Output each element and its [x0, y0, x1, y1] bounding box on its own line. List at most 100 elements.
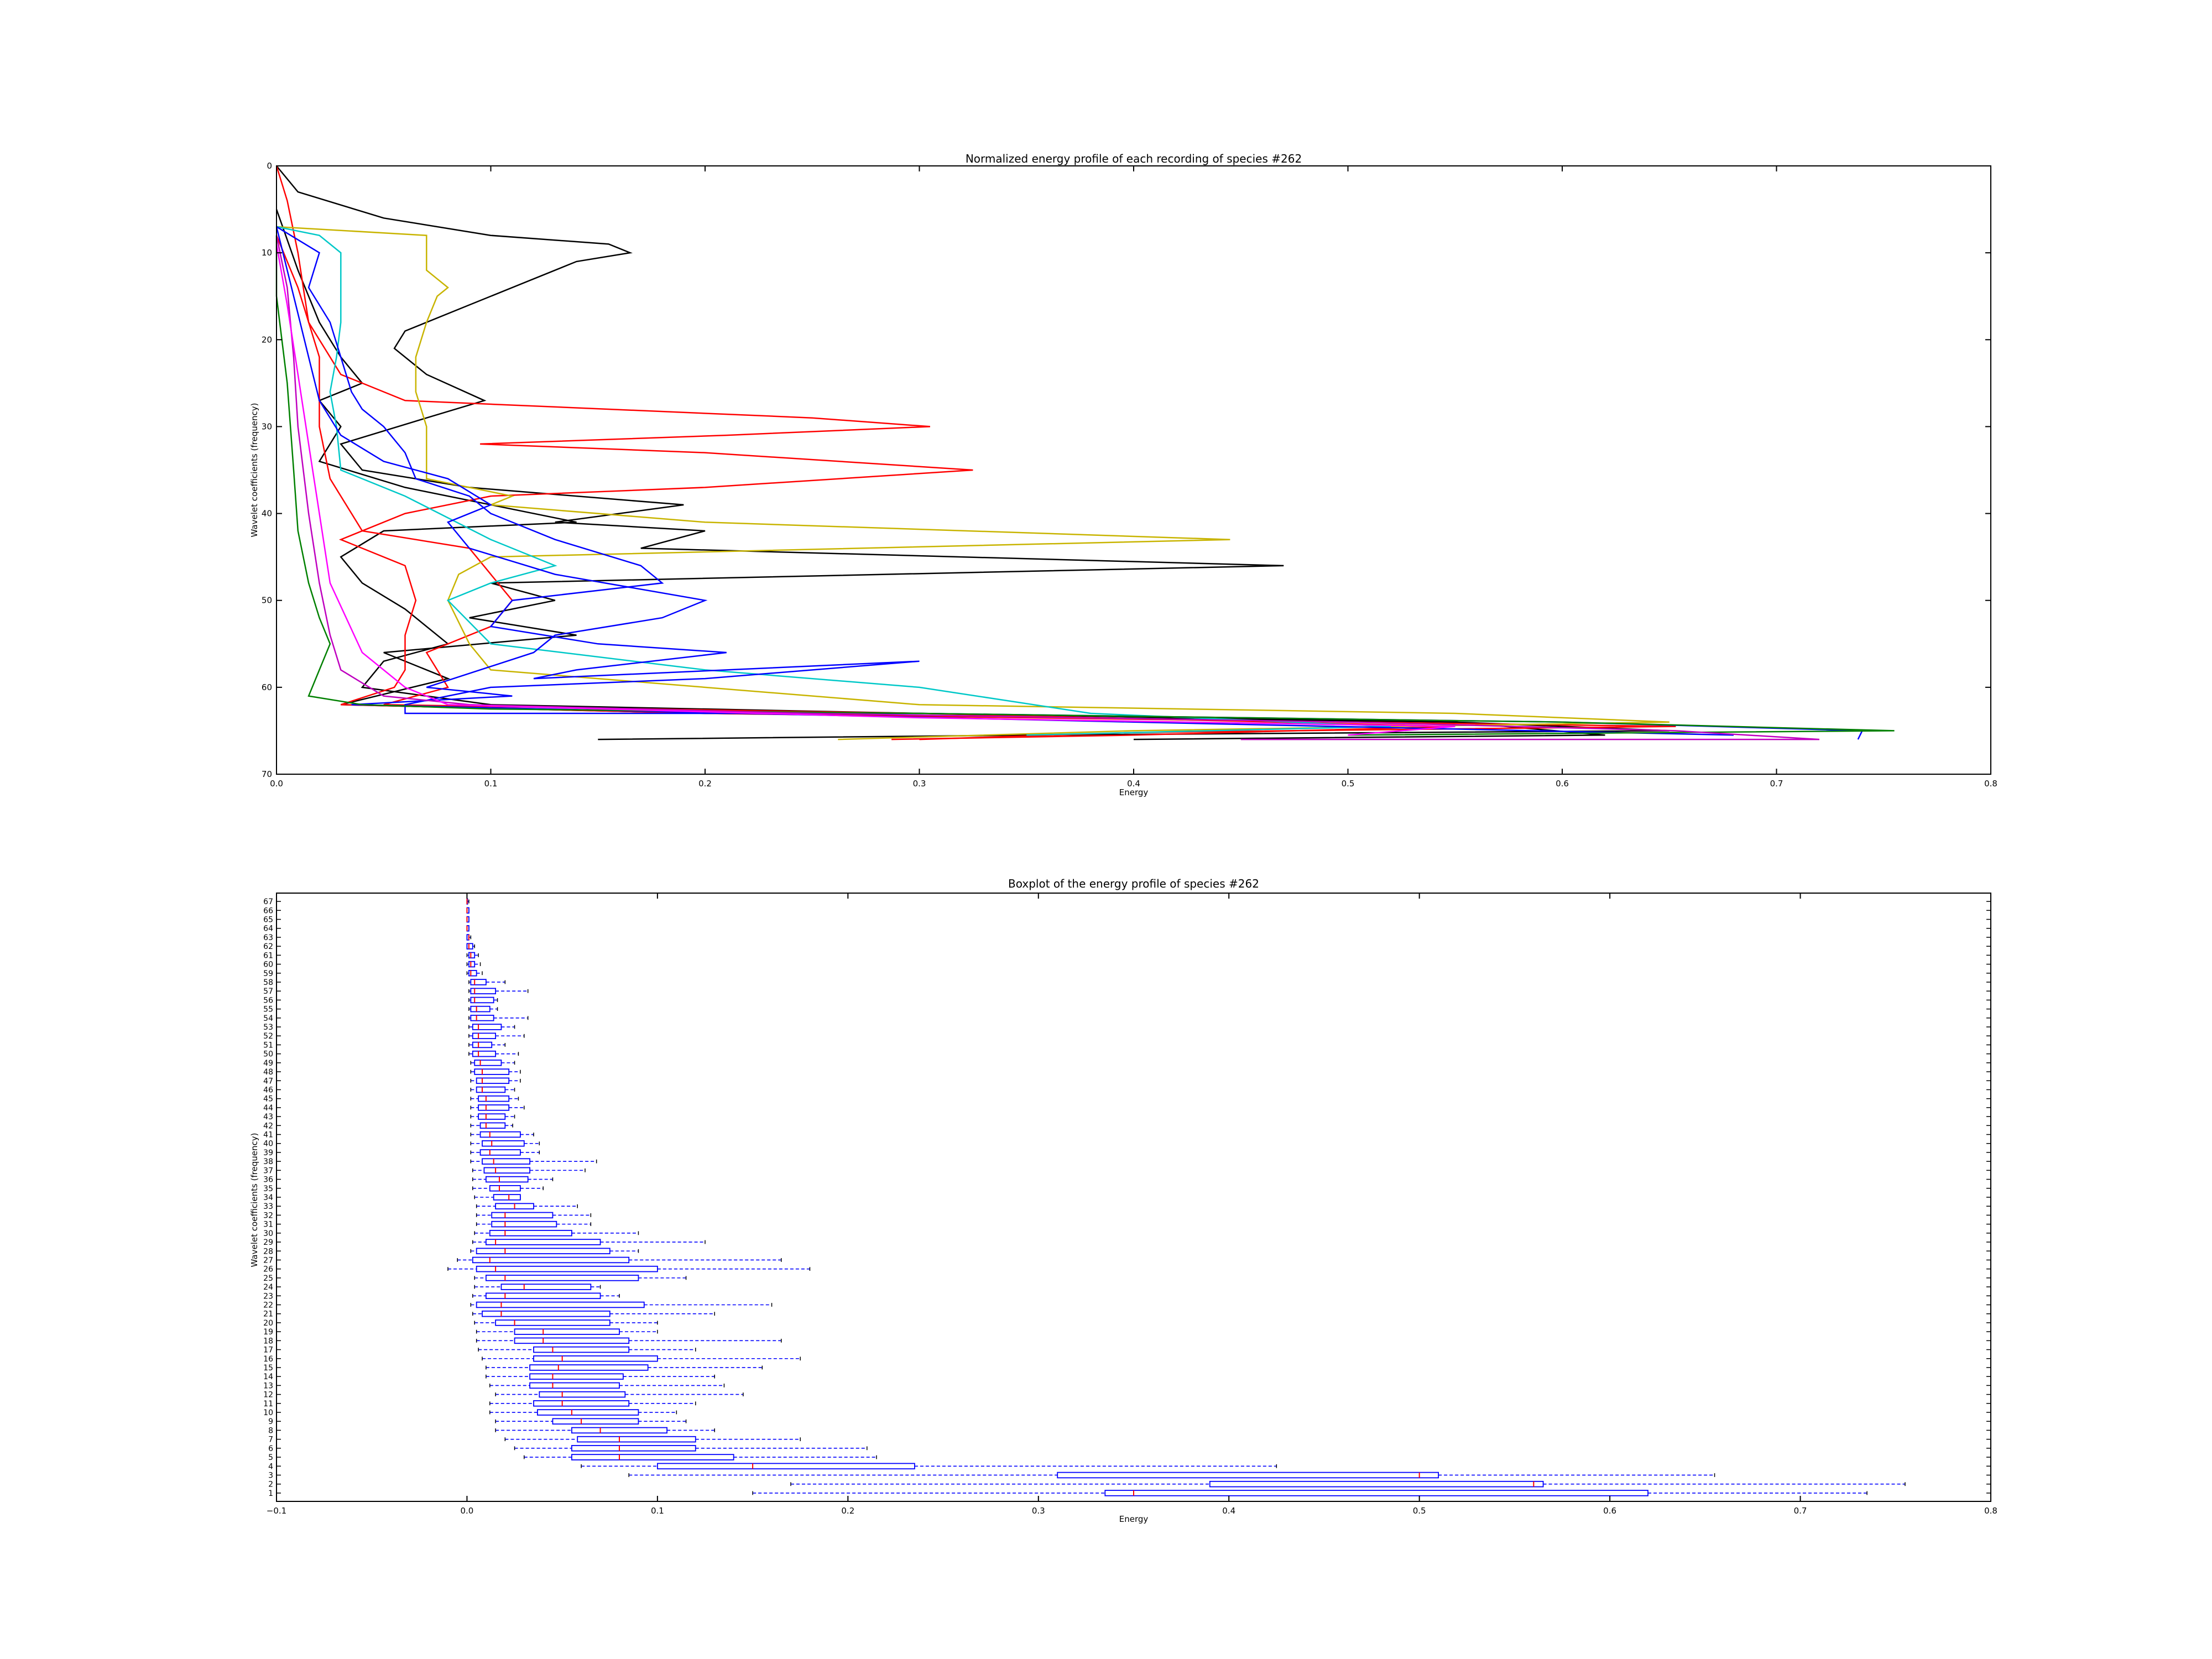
- boxplot-box-1: [752, 1490, 1867, 1496]
- chart2-y-tick-label: 36: [263, 1176, 273, 1185]
- chart2-y-tick-label: 5: [268, 1453, 273, 1462]
- boxplot-box-9: [495, 1418, 687, 1425]
- boxplot-iqr-box: [529, 1373, 624, 1380]
- boxplot-box-67: [466, 898, 469, 905]
- chart1-series-line: [276, 226, 1670, 740]
- chart2-y-tick-label: 49: [263, 1059, 273, 1068]
- boxplot-iqr-box: [533, 1346, 630, 1353]
- chart2-y-tick-label: 2: [268, 1480, 273, 1489]
- boxplot-iqr-box: [489, 1185, 521, 1192]
- chart2-y-tick-label: 50: [263, 1050, 273, 1059]
- boxplot-iqr-box: [482, 1158, 531, 1165]
- boxplot-iqr-box: [500, 1284, 592, 1290]
- boxplot-iqr-box: [533, 1355, 658, 1362]
- chart2-y-tick-label: 17: [263, 1346, 273, 1355]
- chart1-series-line: [276, 226, 1864, 740]
- boxplot-box-54: [468, 1015, 529, 1021]
- chart2-y-tick-label: 37: [263, 1166, 273, 1175]
- boxplot-box-58: [468, 979, 506, 985]
- boxplot-iqr-box: [468, 952, 476, 959]
- boxplot-iqr-box: [482, 1310, 611, 1317]
- chart2-y-tick-label: 26: [263, 1265, 273, 1274]
- chart1-series-line: [275, 244, 1455, 736]
- boxplot-iqr-box: [472, 1050, 497, 1057]
- boxplot-iqr-box: [468, 961, 476, 968]
- chart2-y-tick-label: 55: [263, 1005, 273, 1014]
- chart2-y-tick-label: 41: [263, 1131, 273, 1140]
- boxplot-box-59: [466, 970, 483, 977]
- chart2-y-tick-label: 33: [263, 1202, 273, 1211]
- chart2-y-tick-label: 15: [263, 1364, 273, 1373]
- chart1-series-line: [276, 226, 1391, 736]
- chart2-x-tick-label: −0.1: [267, 1506, 286, 1516]
- boxplot-box-22: [470, 1301, 773, 1308]
- chart1-x-tick-label: 0.0: [270, 779, 283, 789]
- chart1-series-line: [275, 209, 1605, 740]
- boxplot-iqr-box: [472, 1256, 630, 1264]
- boxplot-iqr-box: [476, 1086, 506, 1093]
- chart1-x-tick-label: 0.3: [913, 779, 926, 789]
- boxplot-box-3: [628, 1472, 1715, 1479]
- chart2-y-tick-label: 45: [263, 1095, 273, 1104]
- boxplot-box-25: [474, 1275, 687, 1281]
- boxplot-box-66: [466, 907, 469, 914]
- chart2-y-tick-label: 4: [268, 1462, 273, 1471]
- chart2-y-tick-label: 62: [263, 942, 273, 951]
- boxplot-box-40: [470, 1140, 540, 1147]
- chart2-y-tick-label: 31: [263, 1220, 273, 1229]
- boxplot-iqr-box: [491, 1220, 557, 1228]
- chart1-x-tick-label: 0.4: [1127, 779, 1140, 789]
- boxplot-box-16: [482, 1355, 801, 1362]
- chart2-y-tick-label: 44: [263, 1104, 273, 1113]
- boxplot-box-41: [470, 1131, 534, 1138]
- boxplot-box-8: [495, 1427, 715, 1434]
- chart1-axes: 0.0 0.1 0.2 0.3 0.4 0.5 0.6 0.7 0.8 0 10 20 30 40 50 60…: [262, 161, 1997, 789]
- boxplot-iqr-box: [470, 997, 494, 1004]
- boxplot-iqr-box: [479, 1149, 521, 1156]
- boxplot-box-19: [476, 1328, 658, 1335]
- boxplot-box-13: [489, 1382, 725, 1389]
- boxplot-box-18: [476, 1337, 782, 1344]
- chart2-xlabel: Energy: [1119, 1514, 1149, 1524]
- chart2-y-tick-label: 3: [268, 1471, 273, 1480]
- boxplot-iqr-box: [485, 1275, 639, 1281]
- chart1-series-line: [276, 165, 1670, 740]
- boxplot-box-49: [470, 1060, 515, 1066]
- boxplot-box-4: [581, 1463, 1277, 1470]
- boxplot-iqr-box: [478, 1104, 510, 1111]
- energy-boxplot-chart: Boxplot of the energy profile of species…: [249, 877, 1997, 1524]
- boxplot-box-12: [495, 1391, 744, 1398]
- boxplot-box-26: [447, 1265, 811, 1272]
- boxplot-iqr-box: [476, 1265, 658, 1272]
- energy-profile-chart: Normalized energy profile of each record…: [249, 152, 1997, 797]
- boxplot-box-55: [468, 1005, 498, 1013]
- chart2-x-tick-label: 0.2: [841, 1506, 854, 1516]
- chart1-x-tick-label: 0.7: [1770, 779, 1783, 789]
- boxplot-box-21: [472, 1310, 715, 1317]
- boxplot-box-24: [474, 1284, 601, 1290]
- boxplot-box-36: [472, 1176, 554, 1183]
- boxplot-iqr-box: [539, 1391, 626, 1398]
- chart2-y-tick-label: 13: [263, 1381, 273, 1390]
- boxplot-box-34: [474, 1194, 521, 1201]
- boxplot-box-46: [470, 1086, 515, 1093]
- boxplot-iqr-box: [536, 1409, 639, 1416]
- chart2-y-tick-label: 67: [263, 898, 273, 906]
- boxplot-box-47: [470, 1077, 521, 1084]
- boxplot-box-39: [470, 1149, 540, 1156]
- chart1-series-line: [275, 235, 1895, 736]
- chart2-y-tick-label: 21: [263, 1310, 273, 1319]
- chart2-y-tick-label: 8: [268, 1426, 273, 1435]
- chart2-y-tick-label: 1: [268, 1489, 273, 1498]
- boxplot-box-53: [468, 1024, 515, 1030]
- chart1-x-tick-label: 0.5: [1342, 779, 1355, 789]
- boxplot-iqr-box: [1057, 1472, 1439, 1479]
- boxplot-iqr-box: [474, 1068, 510, 1075]
- chart1-series-group: [275, 165, 1895, 740]
- chart1-ylabel: Wavelet coefficients (frequency): [249, 403, 259, 538]
- boxplot-iqr-box: [514, 1337, 630, 1344]
- chart2-y-tick-label: 22: [263, 1301, 273, 1310]
- boxplot-box-2: [790, 1480, 1906, 1488]
- boxplot-box-38: [470, 1158, 597, 1165]
